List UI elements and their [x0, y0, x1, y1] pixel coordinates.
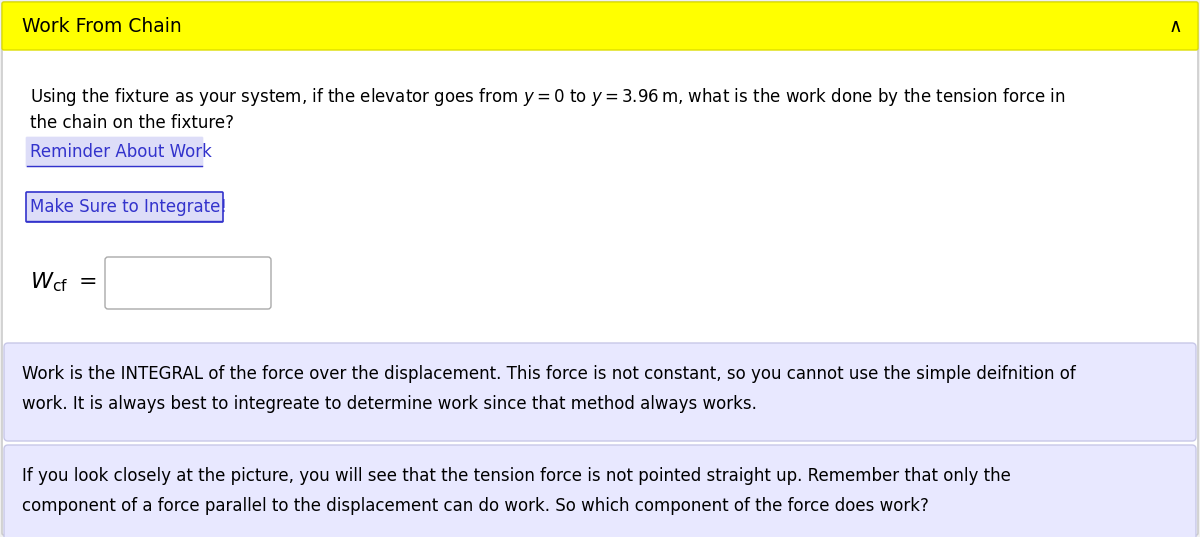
- Text: Work From Chain: Work From Chain: [22, 17, 181, 35]
- Text: the chain on the fixture?: the chain on the fixture?: [30, 114, 234, 132]
- FancyBboxPatch shape: [106, 257, 271, 309]
- Text: Reminder About Work: Reminder About Work: [30, 143, 212, 161]
- FancyBboxPatch shape: [2, 2, 1198, 50]
- Text: work. It is always best to integreate to determine work since that method always: work. It is always best to integreate to…: [22, 395, 757, 413]
- FancyBboxPatch shape: [4, 445, 1196, 537]
- Text: Using the fixture as your system, if the elevator goes from $y = 0$ to $y = 3.96: Using the fixture as your system, if the…: [30, 86, 1066, 108]
- Text: Make Sure to Integrate!: Make Sure to Integrate!: [30, 198, 227, 216]
- Text: If you look closely at the picture, you will see that the tension force is not p: If you look closely at the picture, you …: [22, 467, 1010, 485]
- FancyBboxPatch shape: [26, 137, 203, 167]
- FancyBboxPatch shape: [26, 192, 223, 222]
- FancyBboxPatch shape: [4, 343, 1196, 441]
- Text: $W_{\mathrm{cf}}$ $=$: $W_{\mathrm{cf}}$ $=$: [30, 270, 97, 294]
- Text: ∧: ∧: [1169, 17, 1182, 35]
- Text: Work is the INTEGRAL of the force over the displacement. This force is not const: Work is the INTEGRAL of the force over t…: [22, 365, 1075, 383]
- Text: component of a force parallel to the displacement can do work. So which componen: component of a force parallel to the dis…: [22, 497, 929, 515]
